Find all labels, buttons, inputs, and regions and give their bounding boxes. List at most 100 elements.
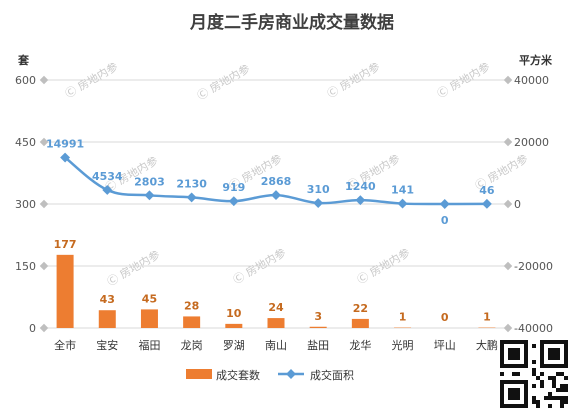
bar-value-label: 22	[353, 302, 368, 315]
qr-code	[498, 338, 570, 410]
category-label: 全市	[54, 338, 76, 352]
bar-value-label: 28	[184, 299, 199, 312]
bar-value-label: 177	[54, 238, 77, 251]
bar-value-label: 1	[483, 311, 491, 324]
legend-label-line: 成交面积	[310, 368, 354, 382]
category-label: 龙华	[349, 338, 371, 352]
line-point	[481, 198, 492, 209]
qr-module	[556, 396, 560, 400]
bar	[225, 323, 243, 328]
bar-value-label: 3	[314, 310, 322, 323]
line-value-label: 2868	[261, 175, 292, 188]
category-labels: 全市 宝安 福田 龙岗 罗湖 南山 盐田 龙华 光明 坪山 大鹏	[54, 338, 498, 352]
line-point	[313, 198, 324, 208]
qr-module	[564, 376, 568, 380]
bar	[56, 254, 74, 328]
bar	[140, 309, 158, 328]
bar-value-label: 0	[441, 311, 449, 324]
line-value-label: 14991	[46, 138, 84, 151]
right-axis-marker	[503, 261, 513, 271]
left-axis-marker	[39, 261, 49, 271]
line-value-label: 2803	[134, 175, 165, 188]
qr-finder-core	[508, 348, 520, 360]
category-label: 光明	[392, 338, 414, 352]
right-tick-label: -20000	[514, 260, 553, 273]
watermark-text: Ⓒ 房地内参	[105, 247, 163, 288]
line-value-label: 0	[441, 214, 449, 227]
qr-module	[532, 384, 536, 388]
qr-module	[536, 400, 540, 404]
qr-module	[560, 388, 564, 392]
qr-module	[564, 396, 568, 400]
qr-module	[532, 360, 536, 364]
right-axis-marker	[503, 199, 513, 209]
line-value-label: 141	[391, 184, 414, 197]
line-series: 14991 4534 2803 2130 919 2868 310 1240 141 0 46	[46, 138, 495, 227]
bar-value-label: 45	[142, 292, 157, 305]
qr-module	[548, 404, 552, 408]
qr-module	[536, 404, 540, 408]
left-tick-label: 150	[15, 260, 36, 273]
left-axis-marker	[39, 199, 49, 209]
right-axis-marker	[503, 137, 513, 147]
category-label: 福田	[138, 338, 160, 352]
line-value-label: 310	[307, 183, 330, 196]
line-value-label: 46	[479, 184, 495, 197]
line-value-label: 919	[222, 181, 245, 194]
bar-value-label: 43	[100, 293, 115, 306]
qr-module	[540, 380, 544, 384]
left-axis-marker	[39, 137, 49, 147]
line-point	[102, 184, 113, 195]
bar	[267, 318, 285, 328]
qr-module	[532, 344, 536, 348]
left-tick-label: 0	[29, 322, 36, 335]
bar-value-label: 1	[399, 311, 407, 324]
line-point	[439, 199, 450, 209]
qr-module	[500, 372, 504, 376]
left-tick-label: 450	[15, 136, 36, 149]
qr-module	[560, 372, 564, 376]
qr-module	[556, 388, 560, 392]
qr-module	[564, 384, 568, 388]
qr-module	[548, 376, 552, 380]
right-tick-label: 0	[514, 198, 521, 211]
left-tick-label: 600	[15, 74, 36, 87]
category-label: 罗湖	[223, 339, 245, 352]
bar	[98, 310, 116, 328]
qr-module	[540, 372, 544, 376]
line-point	[186, 192, 197, 203]
qr-module	[552, 396, 556, 400]
bar	[351, 318, 369, 328]
line-point	[397, 198, 408, 209]
qr-module	[564, 400, 568, 404]
qr-module	[540, 384, 544, 388]
qr-module	[564, 388, 568, 392]
qr-module	[548, 392, 552, 396]
right-axis-unit: 平方米	[519, 53, 553, 67]
legend-swatch-bar	[186, 369, 212, 379]
legend-label-bar: 成交套数	[216, 368, 260, 382]
qr-module	[516, 372, 520, 376]
qr-module	[560, 400, 564, 404]
qr-module	[560, 384, 564, 388]
category-label: 龙岗	[181, 339, 203, 352]
qr-module	[548, 396, 552, 400]
line-value-label: 1240	[345, 180, 376, 193]
qr-module	[552, 376, 556, 380]
qr-finder-core	[548, 348, 560, 360]
line-point	[144, 190, 155, 201]
qr-finder-core	[508, 388, 520, 400]
category-label: 大鹏	[476, 338, 498, 352]
qr-module	[532, 396, 536, 400]
left-axis-marker	[39, 323, 49, 333]
qr-module	[536, 376, 540, 380]
right-axis-marker	[503, 323, 513, 333]
right-axis-marker	[503, 75, 513, 85]
qr-module	[560, 404, 564, 408]
line-value-label: 4534	[92, 170, 123, 183]
line-point	[271, 190, 281, 201]
qr-module	[556, 372, 560, 376]
